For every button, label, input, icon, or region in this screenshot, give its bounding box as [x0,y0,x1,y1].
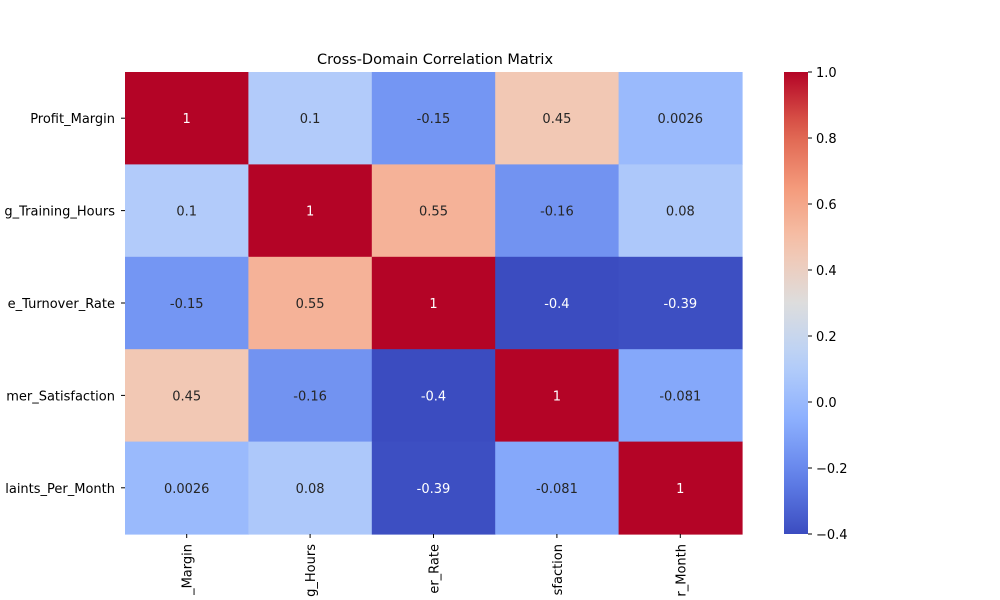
heatmap-cell [248,256,373,350]
chart-title: Cross-Domain Correlation Matrix [317,52,553,68]
cell-value-label: 0.55 [419,205,448,220]
heatmap-cell [618,441,743,535]
colorbar-tick-label: 0.2 [816,330,837,345]
row-label: g_Training_Hours [4,205,115,220]
row-labels: Profit_Margin g_Training_Hours e_Turnover_… [4,112,125,497]
cell-value-label: -0.15 [170,297,204,312]
cell-value-label: -0.4 [544,297,569,312]
row-label: mer_Satisfaction [6,389,115,404]
heatmap-cell [125,164,249,258]
heatmap-cell [371,441,496,535]
heatmap-cell [371,349,496,443]
heatmap-cell [495,256,620,350]
cell-value-label: -0.39 [417,482,451,497]
cell-value-label: 1 [553,389,561,404]
cell-value-label: 1 [306,205,314,220]
colorbar-gradient [784,72,808,534]
row-label: laints_Per_Month [5,482,115,497]
cell-value-label: -0.4 [421,389,446,404]
colorbar-tick-label: −0.2 [816,462,848,477]
colorbar-tick-label: 0.4 [816,264,837,279]
heatmap-cell [248,72,373,165]
heatmap-cells: 1 0.1 -0.15 0.45 0.0026 0.1 1 0.55 -0.16 0.08 -0.1… [125,72,743,535]
cell-value-label: 1 [183,112,191,127]
cell-value-label: 0.45 [542,112,571,127]
column-label: g_Hours [304,544,319,597]
row-label: Profit_Margin [30,112,115,127]
heatmap-cell [371,72,496,165]
heatmap-cell [495,164,620,258]
colorbar-tick-label: 0.0 [816,396,837,411]
heatmap-cell [618,72,743,165]
heatmap-cell [125,72,249,165]
row-label: e_Turnover_Rate [8,297,115,312]
column-label: _Margin [181,544,196,596]
cell-value-label: -0.081 [536,482,578,497]
heatmap-cell [495,441,620,535]
cell-value-label: 1 [429,297,437,312]
heatmap-cell [248,349,373,443]
heatmap-cell [248,164,373,258]
heatmap-cell [618,164,743,258]
column-label: er_Rate [428,544,443,594]
heatmap-cell [618,349,743,443]
cell-value-label: -0.15 [417,112,451,127]
colorbar-tick-label: −0.4 [816,528,848,543]
heatmap-cell [248,441,373,535]
heatmap-cell [495,72,620,165]
colorbar-tick-label: 1.0 [816,66,837,81]
heatmap-cell [495,349,620,443]
colorbar-tick-label: 0.8 [816,132,837,147]
heatmap-cell [125,349,249,443]
cell-value-label: -0.16 [293,389,327,404]
colorbar-tick-label: 0.6 [816,198,837,213]
heatmap-cell [125,256,249,350]
cell-value-label: 0.08 [666,205,695,220]
cell-value-label: -0.081 [659,389,701,404]
column-label: r_Month [674,544,689,597]
cell-value-label: 0.45 [172,389,201,404]
heatmap-cell [618,256,743,350]
cell-value-label: 0.55 [296,297,325,312]
heatmap-cell [125,441,249,535]
column-label: sfaction [551,544,566,595]
cell-value-label: 0.0026 [658,112,704,127]
heatmap-cell [371,164,496,258]
cell-value-label: -0.16 [540,205,574,220]
cell-value-label: 0.1 [300,112,321,127]
cell-value-label: 1 [676,482,684,497]
column-labels: _Margin g_Hours er_Rate sfaction r_Month [181,534,689,597]
cell-value-label: 0.1 [176,205,197,220]
cell-value-label: 0.0026 [164,482,210,497]
colorbar: 1.0 0.8 0.6 0.4 0.2 0.0 −0.2 −0.4 [784,66,848,543]
cell-value-label: 0.08 [296,482,325,497]
heatmap-cell [371,256,496,350]
cell-value-label: -0.39 [663,297,697,312]
